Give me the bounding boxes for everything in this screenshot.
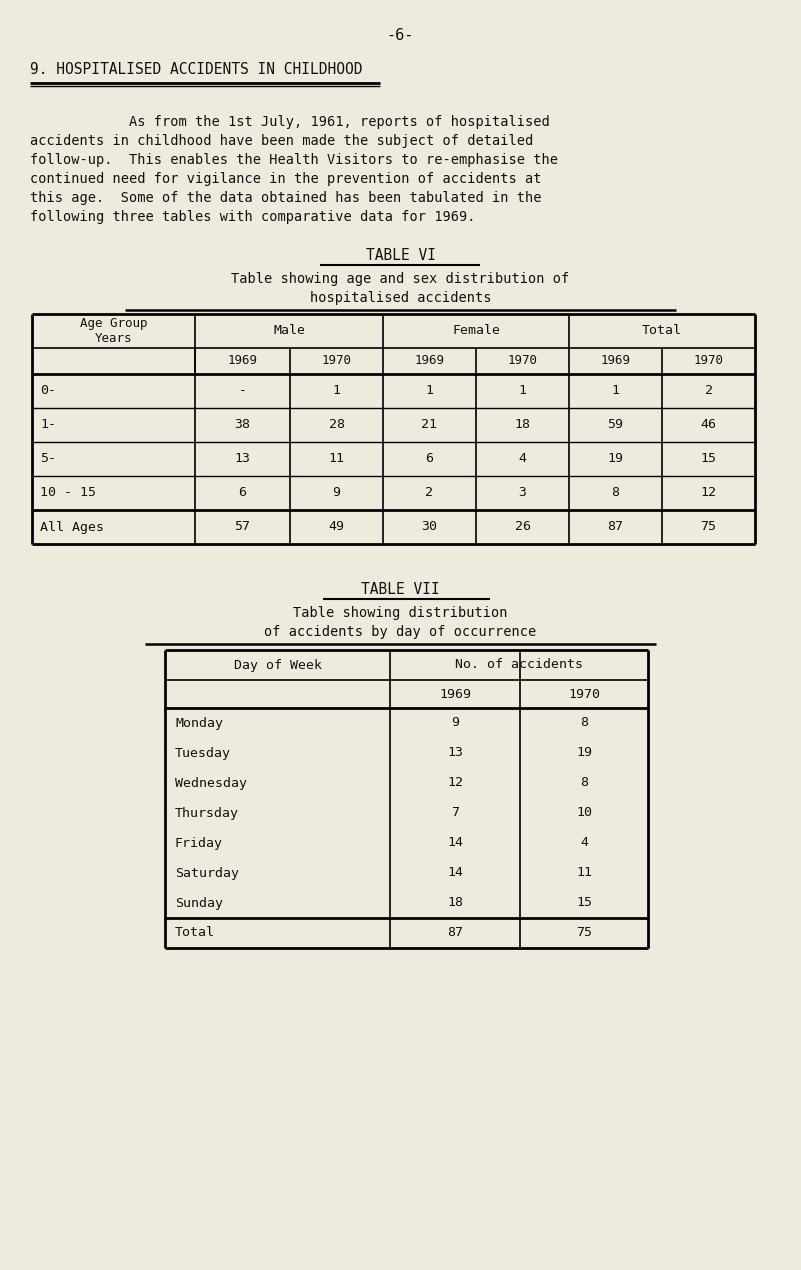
Text: Age Group
Years: Age Group Years bbox=[80, 318, 147, 345]
Text: 9: 9 bbox=[451, 716, 459, 729]
Text: 13: 13 bbox=[235, 452, 251, 466]
Text: 1969: 1969 bbox=[601, 354, 630, 367]
Text: 11: 11 bbox=[576, 866, 592, 880]
Text: 9. HOSPITALISED ACCIDENTS IN CHILDHOOD: 9. HOSPITALISED ACCIDENTS IN CHILDHOOD bbox=[30, 62, 363, 77]
Text: Table showing age and sex distribution of: Table showing age and sex distribution o… bbox=[231, 272, 570, 286]
Text: 8: 8 bbox=[611, 486, 619, 499]
Text: 21: 21 bbox=[421, 419, 437, 432]
Text: Thursday: Thursday bbox=[175, 806, 239, 819]
Text: 57: 57 bbox=[235, 521, 251, 533]
Text: 15: 15 bbox=[576, 897, 592, 909]
Text: this age.  Some of the data obtained has been tabulated in the: this age. Some of the data obtained has … bbox=[30, 190, 541, 204]
Text: 1: 1 bbox=[518, 385, 526, 398]
Text: follow-up.  This enables the Health Visitors to re-emphasise the: follow-up. This enables the Health Visit… bbox=[30, 152, 558, 166]
Text: 14: 14 bbox=[447, 837, 463, 850]
Text: accidents in childhood have been made the subject of detailed: accidents in childhood have been made th… bbox=[30, 135, 533, 149]
Text: -: - bbox=[239, 385, 247, 398]
Text: All Ages: All Ages bbox=[40, 521, 104, 533]
Text: TABLE VI: TABLE VI bbox=[365, 248, 436, 263]
Text: Female: Female bbox=[452, 325, 500, 338]
Text: As from the 1st July, 1961, reports of hospitalised: As from the 1st July, 1961, reports of h… bbox=[30, 116, 549, 130]
Text: 1: 1 bbox=[611, 385, 619, 398]
Text: 38: 38 bbox=[235, 419, 251, 432]
Text: 1-: 1- bbox=[40, 419, 56, 432]
Text: 10: 10 bbox=[576, 806, 592, 819]
Text: Total: Total bbox=[175, 927, 215, 940]
Text: 12: 12 bbox=[701, 486, 717, 499]
Text: continued need for vigilance in the prevention of accidents at: continued need for vigilance in the prev… bbox=[30, 171, 541, 185]
Text: 26: 26 bbox=[514, 521, 530, 533]
Text: Day of Week: Day of Week bbox=[234, 659, 321, 672]
Text: 4: 4 bbox=[518, 452, 526, 466]
Text: 5-: 5- bbox=[40, 452, 56, 466]
Text: Sunday: Sunday bbox=[175, 897, 223, 909]
Text: Saturday: Saturday bbox=[175, 866, 239, 880]
Text: Total: Total bbox=[642, 325, 682, 338]
Text: 11: 11 bbox=[328, 452, 344, 466]
Text: 30: 30 bbox=[421, 521, 437, 533]
Text: 1969: 1969 bbox=[439, 687, 471, 701]
Text: 15: 15 bbox=[701, 452, 717, 466]
Text: 49: 49 bbox=[328, 521, 344, 533]
Text: Wednesday: Wednesday bbox=[175, 776, 247, 790]
Text: 12: 12 bbox=[447, 776, 463, 790]
Text: 1969: 1969 bbox=[227, 354, 257, 367]
Text: 0-: 0- bbox=[40, 385, 56, 398]
Text: 28: 28 bbox=[328, 419, 344, 432]
Text: 46: 46 bbox=[701, 419, 717, 432]
Text: 3: 3 bbox=[518, 486, 526, 499]
Text: Table showing distribution: Table showing distribution bbox=[293, 606, 508, 620]
Text: following three tables with comparative data for 1969.: following three tables with comparative … bbox=[30, 210, 476, 224]
Text: 1970: 1970 bbox=[694, 354, 723, 367]
Text: 75: 75 bbox=[701, 521, 717, 533]
Text: Tuesday: Tuesday bbox=[175, 747, 231, 759]
Text: 1: 1 bbox=[425, 385, 433, 398]
Text: 87: 87 bbox=[607, 521, 623, 533]
Text: TABLE VII: TABLE VII bbox=[361, 582, 440, 597]
Text: 87: 87 bbox=[447, 927, 463, 940]
Text: 59: 59 bbox=[607, 419, 623, 432]
Text: 18: 18 bbox=[447, 897, 463, 909]
Text: hospitalised accidents: hospitalised accidents bbox=[310, 291, 491, 305]
Text: 2: 2 bbox=[425, 486, 433, 499]
Text: 1969: 1969 bbox=[414, 354, 445, 367]
Text: 75: 75 bbox=[576, 927, 592, 940]
Text: 2: 2 bbox=[705, 385, 713, 398]
Text: -6-: -6- bbox=[387, 28, 414, 43]
Text: Friday: Friday bbox=[175, 837, 223, 850]
Text: 1970: 1970 bbox=[568, 687, 600, 701]
Text: 19: 19 bbox=[607, 452, 623, 466]
Text: 1970: 1970 bbox=[508, 354, 537, 367]
Text: 1970: 1970 bbox=[321, 354, 352, 367]
Text: 14: 14 bbox=[447, 866, 463, 880]
Text: 8: 8 bbox=[580, 776, 588, 790]
Text: 13: 13 bbox=[447, 747, 463, 759]
Text: Monday: Monday bbox=[175, 716, 223, 729]
Text: 7: 7 bbox=[451, 806, 459, 819]
Text: 10 - 15: 10 - 15 bbox=[40, 486, 96, 499]
Text: No. of accidents: No. of accidents bbox=[455, 659, 583, 672]
Text: of accidents by day of occurrence: of accidents by day of occurrence bbox=[264, 625, 537, 639]
Text: 1: 1 bbox=[332, 385, 340, 398]
Text: Male: Male bbox=[273, 325, 305, 338]
Text: 6: 6 bbox=[425, 452, 433, 466]
Text: 19: 19 bbox=[576, 747, 592, 759]
Text: 6: 6 bbox=[239, 486, 247, 499]
Text: 4: 4 bbox=[580, 837, 588, 850]
Text: 8: 8 bbox=[580, 716, 588, 729]
Text: 9: 9 bbox=[332, 486, 340, 499]
Text: 18: 18 bbox=[514, 419, 530, 432]
